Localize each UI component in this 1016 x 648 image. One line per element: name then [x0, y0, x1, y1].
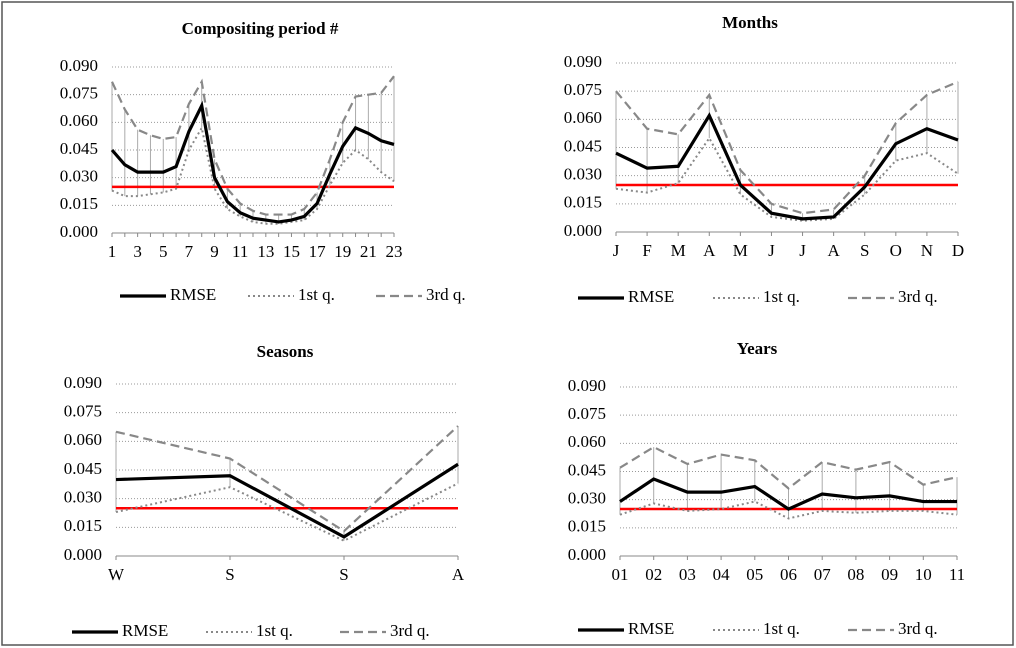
x-tick-label: 15 [283, 242, 300, 261]
x-tick-label: S [339, 565, 348, 584]
y-tick-label: 0.090 [564, 52, 602, 71]
x-tick-label: 3 [133, 242, 142, 261]
x-tick-label: J [613, 241, 620, 260]
y-tick-label: 0.015 [64, 516, 102, 535]
chart-title: Months [722, 13, 778, 32]
x-tick-label: M [733, 241, 748, 260]
legend-label: 3rd q. [390, 621, 430, 640]
x-tick-label: 11 [232, 242, 248, 261]
series-line [111, 75, 395, 216]
legend-label: RMSE [170, 285, 216, 304]
x-tick-label: W [108, 565, 125, 584]
y-tick-label: 0.060 [60, 111, 98, 130]
y-tick-label: 0.060 [64, 430, 102, 449]
x-tick-label: N [921, 241, 933, 260]
series-line [615, 80, 959, 215]
legend-label: RMSE [628, 287, 674, 306]
x-tick-label: J [799, 241, 806, 260]
y-tick-label: 0.030 [60, 167, 98, 186]
y-tick-label: 0.015 [60, 194, 98, 213]
series-line [115, 482, 459, 542]
x-tick-label: A [452, 565, 465, 584]
legend-label: RMSE [122, 621, 168, 640]
y-tick-label: 0.075 [60, 84, 98, 103]
y-tick-label: 0.030 [564, 165, 602, 184]
y-tick-label: 0.000 [64, 545, 102, 564]
legend-label: 3rd q. [426, 285, 466, 304]
legend-label: RMSE [628, 619, 674, 638]
series-line [615, 112, 959, 221]
y-tick-label: 0.045 [564, 136, 602, 155]
y-tick-label: 0.015 [564, 193, 602, 212]
y-tick-label: 0.030 [568, 489, 606, 508]
legend-label: 1st q. [256, 621, 293, 640]
y-tick-label: 0.060 [568, 432, 606, 451]
y-tick-label: 0.000 [568, 545, 606, 564]
x-tick-label: 04 [713, 565, 731, 584]
x-tick-label: A [827, 241, 840, 260]
x-tick-label: 11 [949, 565, 965, 584]
y-tick-label: 0.075 [568, 404, 606, 423]
y-tick-label: 0.015 [568, 517, 606, 536]
y-tick-label: 0.075 [64, 402, 102, 421]
legend-label: 1st q. [763, 287, 800, 306]
series-line [115, 425, 459, 533]
legend-label: 1st q. [298, 285, 335, 304]
series-line [110, 100, 395, 224]
x-tick-label: A [703, 241, 716, 260]
x-tick-label: 1 [108, 242, 117, 261]
series-line [115, 462, 459, 539]
x-tick-label: 02 [645, 565, 662, 584]
y-tick-label: 0.090 [64, 373, 102, 392]
series-line [619, 500, 958, 520]
series-line [615, 136, 959, 222]
legend-label: 3rd q. [898, 287, 938, 306]
x-tick-label: F [642, 241, 651, 260]
y-tick-label: 0.060 [564, 108, 602, 127]
series-line [619, 445, 958, 490]
x-tick-label: S [860, 241, 869, 260]
x-tick-label: 17 [309, 242, 327, 261]
x-tick-label: 09 [881, 565, 898, 584]
y-tick-label: 0.090 [60, 56, 98, 75]
x-tick-label: 08 [847, 565, 864, 584]
y-tick-label: 0.000 [60, 222, 98, 241]
x-tick-label: 03 [679, 565, 696, 584]
x-tick-label: O [890, 241, 902, 260]
chart-title: Years [737, 339, 778, 358]
x-tick-label: 05 [746, 565, 763, 584]
x-tick-label: 9 [210, 242, 219, 261]
x-tick-label: 13 [257, 242, 274, 261]
x-tick-label: M [671, 241, 686, 260]
x-tick-label: J [768, 241, 775, 260]
x-tick-label: 23 [386, 242, 403, 261]
y-tick-label: 0.000 [564, 221, 602, 240]
x-tick-label: D [952, 241, 964, 260]
chart-title: Compositing period # [182, 19, 339, 38]
legend-label: 1st q. [763, 619, 800, 638]
y-tick-label: 0.075 [564, 80, 602, 99]
legend-label: 3rd q. [898, 619, 938, 638]
x-tick-label: 10 [915, 565, 932, 584]
x-tick-label: 01 [612, 565, 629, 584]
x-tick-label: 06 [780, 565, 797, 584]
chart-title: Seasons [257, 342, 314, 361]
series-line [619, 477, 957, 511]
y-tick-label: 0.045 [60, 139, 98, 158]
x-tick-label: 5 [159, 242, 168, 261]
series-line [111, 125, 395, 225]
x-tick-label: 07 [814, 565, 832, 584]
x-tick-label: S [225, 565, 234, 584]
x-tick-label: 21 [360, 242, 377, 261]
y-tick-label: 0.090 [568, 376, 606, 395]
y-tick-label: 0.045 [568, 460, 606, 479]
x-tick-label: 7 [185, 242, 194, 261]
x-tick-label: 19 [334, 242, 351, 261]
y-tick-label: 0.045 [64, 459, 102, 478]
y-tick-label: 0.030 [64, 488, 102, 507]
